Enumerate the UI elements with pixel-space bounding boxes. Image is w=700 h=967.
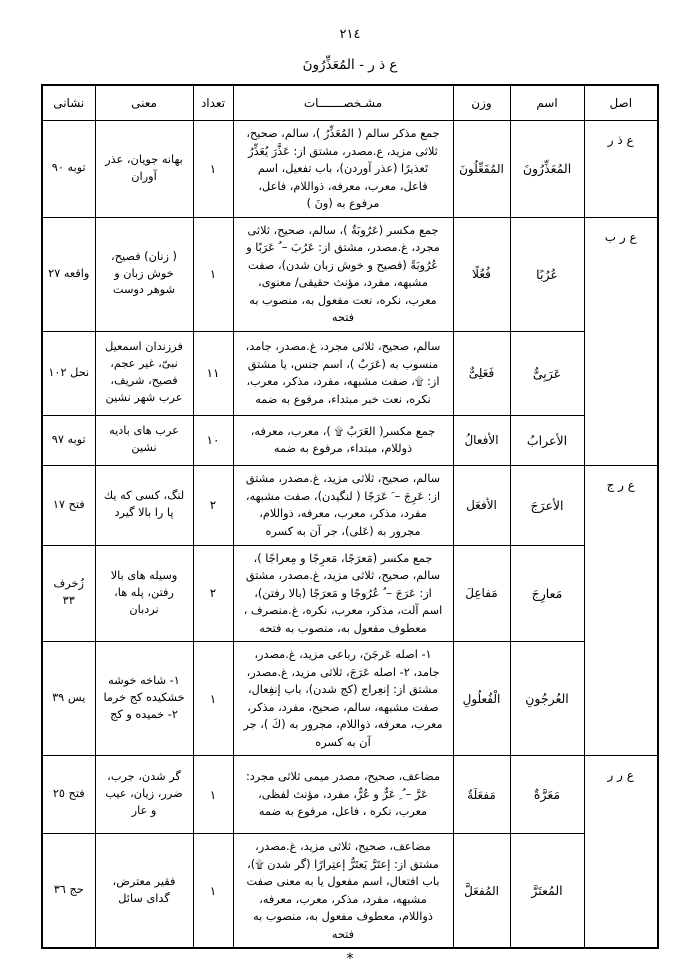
table-header-row: اصل اسم وزن مشـخصـــــــات تعداد معنى نش… (41, 84, 659, 121)
page-title: ع ذ ر - المُعَذِّرُونَ (302, 57, 398, 73)
cell-tedad: ١ (192, 755, 234, 834)
cell-neshani: يس ٣٩ (41, 641, 96, 756)
cell-vazn: فُعُلًا (452, 216, 511, 332)
cell-ism: العُرجُونِ (509, 641, 585, 756)
cell-vazn: الْفُعلُولِ (452, 641, 511, 756)
cell-mani: فقير معترض، گداى سائل (94, 833, 194, 949)
cell-tedad: ١٠ (192, 414, 234, 466)
cell-vazn: مَفاعِلَ (452, 544, 511, 642)
footer-asterisk: * (346, 951, 354, 967)
cell-ism: مَعَرَّةٌ (509, 755, 585, 834)
page-number: ٢١٤ (339, 27, 361, 42)
column-header-mani: معنى (94, 84, 194, 121)
cell-neshani: زُخرف ٣٣ (41, 544, 96, 642)
cell-moshakhasat: سالم، صحيح، ثلاثى مجرد، غ.مصدر، جامد، من… (232, 330, 454, 416)
cell-neshani: واقعه ٢٧ (41, 216, 96, 332)
cell-tedad: ١ (192, 216, 234, 332)
cell-moshakhasat: مضاعف، صحيح، ثلاثى مزيد، غ.مصدر، مشتق از… (232, 833, 454, 949)
cell-root: ع ر ب (583, 216, 659, 466)
table-row: المُعتَرَّ المُفعَلَّ مضاعف، صحيح، ثلاثى… (41, 833, 658, 949)
cell-ism: الأعرابُ (509, 414, 585, 466)
cell-vazn: فَعَلِىٌّ (452, 330, 511, 416)
table-row: ع ر ب عُرُبًا فُعُلًا جمع مكسر (عَرُوبَة… (41, 216, 659, 466)
cell-vazn: مَفعَلَةٌ (452, 755, 511, 834)
cell-mani: فرزندان اسمعيل نبىّ، غير عجم، فصيح، شريف… (94, 330, 194, 416)
cell-ism: عَرَبِىٌّ (509, 330, 585, 416)
cell-moshakhasat: سالم، صحيح، ثلاثى مزيد، غ.مصدر، مشتق از:… (232, 464, 454, 546)
cell-moshakhasat: جمع مكسر( العَرَبُ ۩ )، معرب، معرفه، ذول… (232, 414, 454, 466)
cell-root: ع ر ج (583, 464, 659, 756)
table-row: ع ذ ر المُعَذِّرُونَ المُفَعِّلُونَ جمع … (41, 120, 659, 218)
cell-moshakhasat: جمع مكسر (مَعرَجًا، مَعرِجًا و مِعراجًا … (232, 544, 454, 642)
cell-moshakhasat: مضاعف، صحيح، مصدر ميمى ثلاثى مجرد: عَرَّ… (232, 755, 454, 834)
cell-root: ع ذ ر (583, 120, 659, 218)
cell-mani: گر شدن، جرب، ضرر، زيان، عيب و عار (94, 755, 194, 834)
cell-neshani: توبه ٩٠ (41, 120, 96, 218)
glossary-table: اصل اسم وزن مشـخصـــــــات تعداد معنى نش… (41, 84, 659, 949)
cell-neshani: حج ٣٦ (41, 833, 96, 949)
cell-moshakhasat: جمع مذكر سالم ( المُعَذِّرُ )، سالم، صحي… (232, 120, 454, 218)
cell-tedad: ١ (192, 641, 234, 756)
column-header-tedad: تعداد (192, 84, 234, 121)
table-row: الأعرابُ الأفعالُ جمع مكسر( العَرَبُ ۩ )… (41, 414, 658, 466)
cell-ism: الأعرَجَ (509, 464, 585, 546)
cell-tedad: ٢ (192, 544, 234, 642)
cell-neshani: فتح ٢٥ (41, 755, 96, 834)
table-row: مَعارِجَ مَفاعِلَ جمع مكسر (مَعرَجًا، مَ… (41, 544, 658, 642)
column-header-asl: اصل (583, 84, 659, 121)
column-header-moshakhasat: مشـخصـــــــات (232, 84, 454, 121)
cell-mani: لنگ، كسى كه يك پا را بالا گيرد (94, 464, 194, 546)
cell-neshani: فتح ١٧ (41, 464, 96, 546)
table-row: عَرَبِىٌّ فَعَلِىٌّ سالم، صحيح، ثلاثى مج… (41, 330, 658, 416)
cell-root: ع ر ر (583, 755, 659, 949)
table-row: العُرجُونِ الْفُعلُولِ ١- اصله عَرجَنَ، … (41, 641, 658, 756)
cell-vazn: الأفعالُ (452, 414, 511, 466)
column-header-vazn: وزن (452, 84, 511, 121)
cell-tedad: ١١ (192, 330, 234, 416)
cell-tedad: ١ (192, 833, 234, 949)
cell-tedad: ١ (192, 120, 234, 218)
cell-tedad: ٢ (192, 464, 234, 546)
column-header-neshani: نشانى (41, 84, 96, 121)
cell-moshakhasat: ١- اصله عَرجَنَ، رباعى مزيد، غ.مصدر، جام… (232, 641, 454, 756)
cell-moshakhasat: جمع مكسر (عَرُوبَةٌ )، سالم، صحيح، ثلاثى… (232, 216, 454, 332)
cell-ism: المُعَذِّرُونَ (509, 120, 585, 218)
cell-ism: مَعارِجَ (509, 544, 585, 642)
cell-neshani: توبه ٩٧ (41, 414, 96, 466)
table-row: ع ر ج الأعرَجَ الأفعَل سالم، صحيح، ثلاثى… (41, 464, 659, 756)
cell-ism: المُعتَرَّ (509, 833, 585, 949)
cell-mani: عرب هاى باديه نشين (94, 414, 194, 466)
cell-mani: ( زنان) فصيح، خوش زبان و شوهر دوست (94, 216, 194, 332)
cell-mani: ١- شاخه خوشه خشكيده كج خرما ٢- خميده و ك… (94, 641, 194, 756)
cell-mani: وسيله هاى بالا رفتن، پله ها، نردبان (94, 544, 194, 642)
cell-vazn: المُفعَلَّ (452, 833, 511, 949)
cell-ism: عُرُبًا (509, 216, 585, 332)
cell-vazn: الأفعَل (452, 464, 511, 546)
cell-neshani: نحل ١٠٢ (41, 330, 96, 416)
table-row: ع ر ر مَعَرَّةٌ مَفعَلَةٌ مضاعف، صحيح، م… (41, 755, 659, 949)
cell-vazn: المُفَعِّلُونَ (452, 120, 511, 218)
cell-mani: بهانه جويان، عذر آوران (94, 120, 194, 218)
column-header-ism: اسم (509, 84, 585, 121)
